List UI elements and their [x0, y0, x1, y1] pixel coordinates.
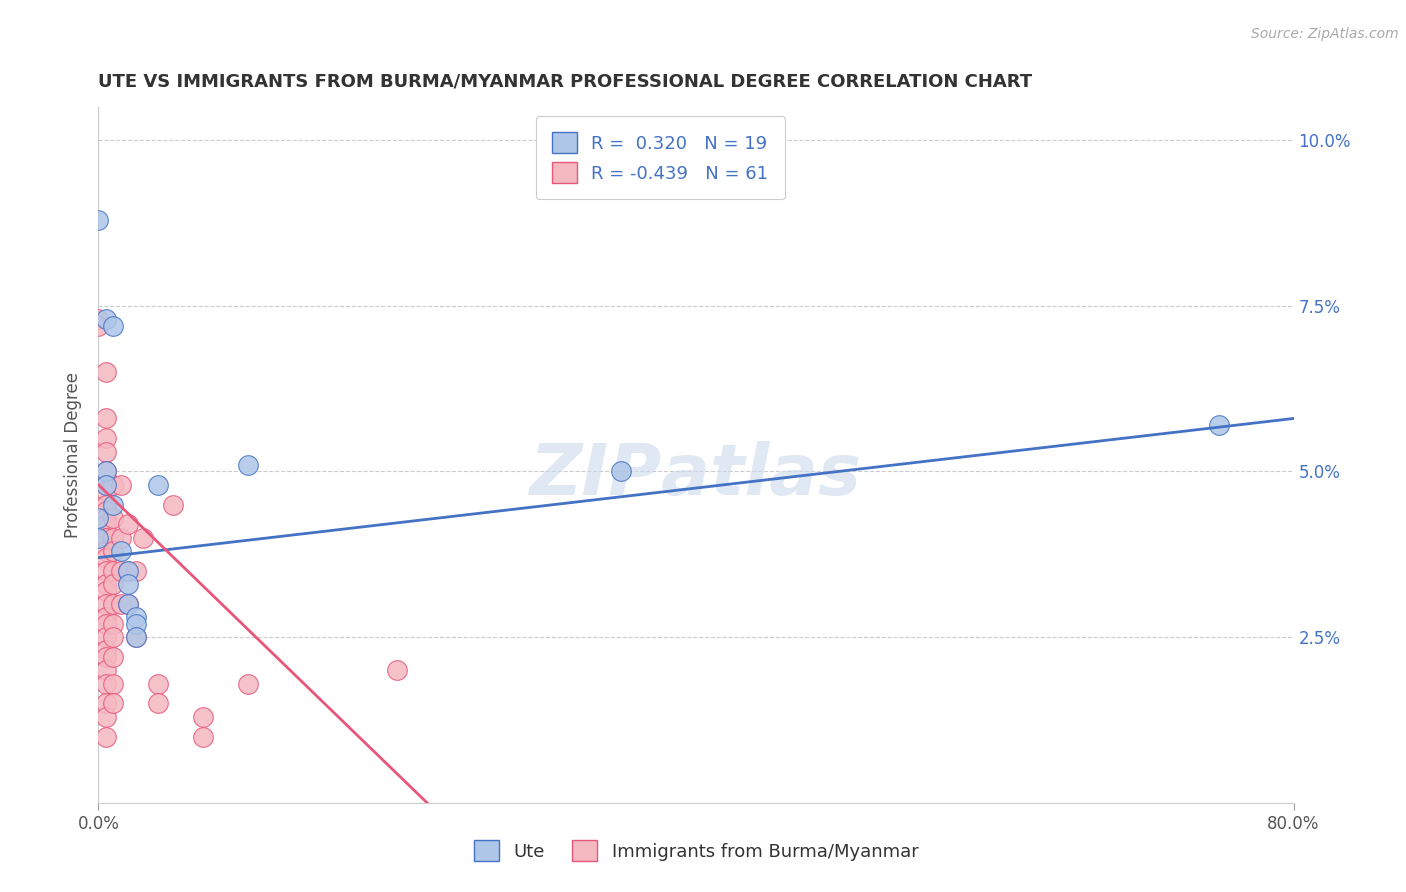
- Point: [94, 630, 117, 644]
- Point: [103, 531, 125, 545]
- Point: [148, 477, 170, 491]
- Point: [103, 597, 125, 611]
- Point: [87, 511, 110, 525]
- Point: [162, 498, 184, 512]
- Point: [103, 616, 125, 631]
- Point: [236, 458, 259, 472]
- Point: [94, 477, 117, 491]
- Point: [103, 630, 125, 644]
- Point: [94, 709, 117, 723]
- Point: [94, 517, 117, 532]
- Point: [103, 650, 125, 665]
- Point: [94, 504, 117, 518]
- Point: [103, 564, 125, 578]
- Point: [191, 709, 214, 723]
- Point: [103, 577, 125, 591]
- Point: [94, 312, 117, 326]
- Point: [191, 730, 214, 744]
- Y-axis label: Professional Degree: Professional Degree: [65, 372, 83, 538]
- Point: [94, 531, 117, 545]
- Point: [94, 465, 117, 479]
- Point: [125, 610, 148, 624]
- Point: [117, 517, 139, 532]
- Point: [103, 318, 125, 333]
- Point: [610, 465, 633, 479]
- Point: [94, 650, 117, 665]
- Text: ZIP​atlas: ZIP​atlas: [530, 442, 862, 510]
- Point: [94, 444, 117, 458]
- Point: [87, 212, 110, 227]
- Point: [94, 365, 117, 379]
- Point: [117, 597, 139, 611]
- Point: [94, 730, 117, 744]
- Point: [103, 498, 125, 512]
- Text: UTE VS IMMIGRANTS FROM BURMA/MYANMAR PROFESSIONAL DEGREE CORRELATION CHART: UTE VS IMMIGRANTS FROM BURMA/MYANMAR PRO…: [98, 72, 1032, 90]
- Point: [94, 431, 117, 445]
- Point: [94, 577, 117, 591]
- Point: [103, 697, 125, 711]
- Point: [385, 663, 409, 677]
- Point: [110, 597, 132, 611]
- Point: [117, 564, 139, 578]
- Point: [148, 676, 170, 690]
- Point: [87, 312, 110, 326]
- Point: [148, 697, 170, 711]
- Point: [94, 597, 117, 611]
- Point: [94, 663, 117, 677]
- Point: [132, 531, 155, 545]
- Point: [94, 564, 117, 578]
- Point: [94, 616, 117, 631]
- Point: [87, 318, 110, 333]
- Point: [125, 616, 148, 631]
- Point: [103, 477, 125, 491]
- Point: [94, 477, 117, 491]
- Text: Source: ZipAtlas.com: Source: ZipAtlas.com: [1251, 27, 1399, 41]
- Point: [94, 583, 117, 598]
- Point: [125, 564, 148, 578]
- Point: [125, 630, 148, 644]
- Point: [117, 597, 139, 611]
- Point: [94, 531, 117, 545]
- Point: [94, 676, 117, 690]
- Point: [94, 697, 117, 711]
- Legend: Ute, Immigrants from Burma/Myanmar: Ute, Immigrants from Burma/Myanmar: [464, 831, 928, 871]
- Point: [94, 511, 117, 525]
- Point: [236, 676, 259, 690]
- Point: [110, 544, 132, 558]
- Point: [117, 564, 139, 578]
- Point: [94, 550, 117, 565]
- Point: [94, 610, 117, 624]
- Point: [110, 531, 132, 545]
- Point: [117, 577, 139, 591]
- Point: [110, 564, 132, 578]
- Point: [94, 498, 117, 512]
- Point: [103, 544, 125, 558]
- Point: [103, 511, 125, 525]
- Point: [94, 544, 117, 558]
- Point: [125, 630, 148, 644]
- Point: [110, 477, 132, 491]
- Point: [87, 531, 110, 545]
- Point: [1208, 418, 1230, 433]
- Point: [94, 643, 117, 657]
- Point: [94, 484, 117, 499]
- Point: [94, 465, 117, 479]
- Point: [103, 676, 125, 690]
- Point: [94, 411, 117, 425]
